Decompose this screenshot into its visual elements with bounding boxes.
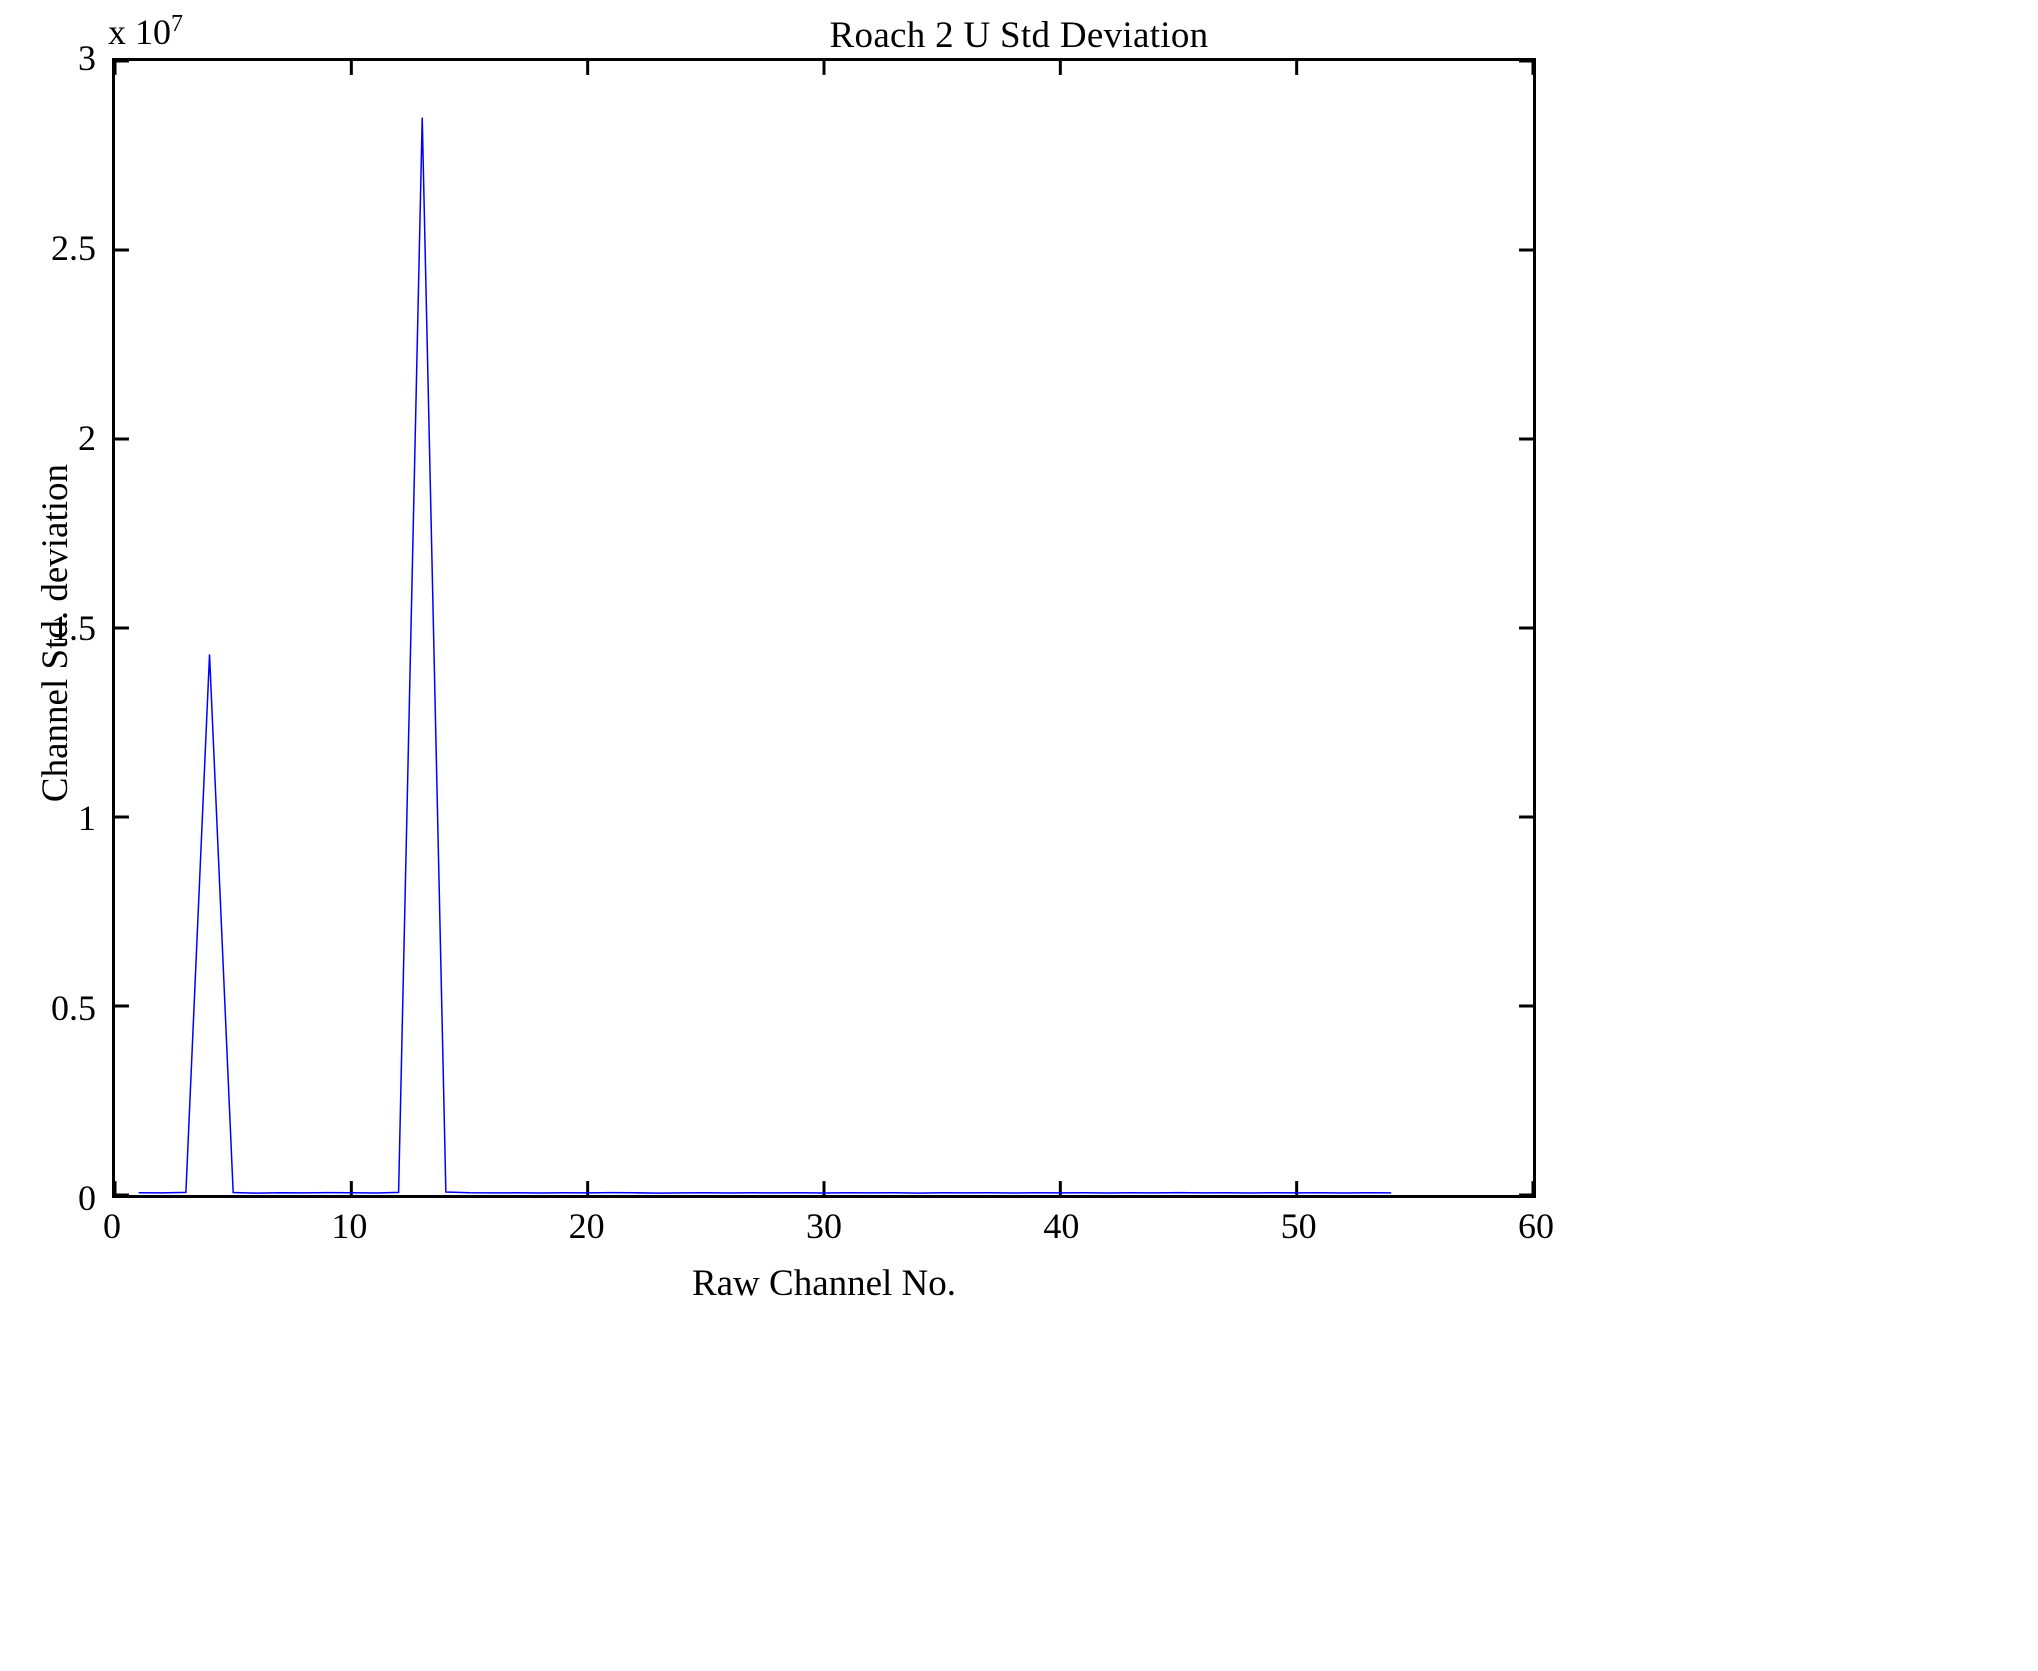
x-tick-label-group: 0 10 20 30 40 50 60 (103, 1206, 1554, 1254)
x-tick-label: 20 (568, 1206, 605, 1246)
x-tick-label: 30 (806, 1206, 842, 1246)
y-axis-exponent-power: 7 (171, 11, 183, 37)
y-tick-label-group: 0 0.5 1 1.5 2 2.5 3 (0, 40, 96, 1216)
y-tick-label: 2.5 (51, 228, 96, 268)
x-axis-label: Raw Channel No. (691, 1263, 957, 1304)
y-axis-exponent-prefix: x 10 (108, 12, 171, 52)
axis-ticks-group (115, 61, 1533, 1195)
x-tick-label: 50 (1280, 1206, 1317, 1246)
x-tick-label: 10 (331, 1206, 368, 1246)
plot-svg (115, 61, 1533, 1195)
x-tick-label: 60 (1518, 1206, 1554, 1246)
chart-title: Roach 2 U Std Deviation (829, 15, 1209, 56)
data-line (139, 118, 1392, 1193)
plot-area (112, 58, 1536, 1198)
y-tick-label: 1.5 (51, 608, 96, 648)
y-tick-label: 0 (78, 1178, 96, 1218)
y-tick-label: 0.5 (51, 988, 96, 1028)
x-tick-label: 0 (103, 1206, 121, 1246)
y-tick-label: 2 (78, 418, 96, 458)
x-tick-label: 40 (1043, 1206, 1080, 1246)
data-series-group (139, 118, 1392, 1193)
y-axis-exponent-label: x 107 (108, 12, 183, 52)
y-tick-label: 3 (78, 38, 96, 78)
y-axis-label: Channel Std. deviation (35, 463, 76, 803)
y-tick-label: 1 (78, 798, 96, 838)
